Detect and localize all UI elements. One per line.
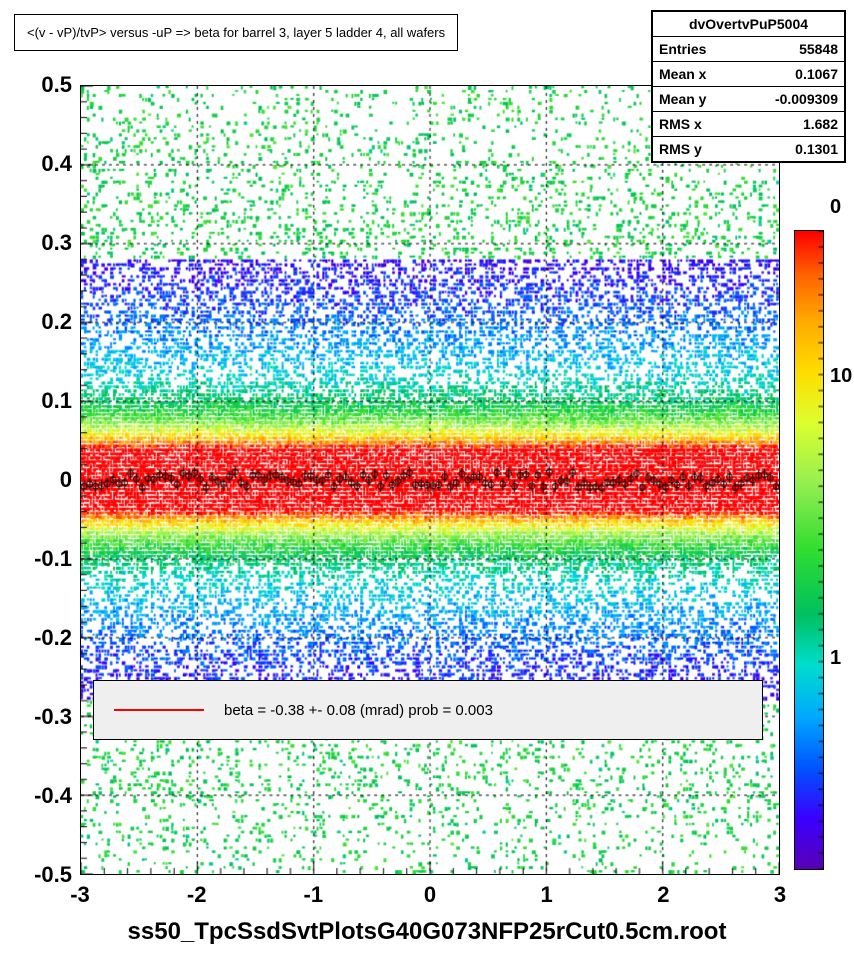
y-tick-label: -0.3: [12, 704, 72, 730]
colorbar-canvas: [795, 231, 823, 869]
y-tick-label: -0.2: [12, 625, 72, 651]
stats-row-meany: Mean y -0.009309: [653, 87, 844, 112]
stats-box: dvOvertvPuP5004 Entries 55848 Mean x 0.1…: [651, 10, 846, 163]
y-tick-label: 0.5: [12, 72, 72, 98]
x-tick-label: 2: [643, 882, 683, 908]
meany-label: Mean y: [659, 91, 706, 107]
stats-name: dvOvertvPuP5004: [653, 12, 844, 37]
plot-title: <(v - vP)/tvP> versus -uP => beta for ba…: [27, 25, 445, 40]
rmsy-value: 0.1301: [795, 141, 838, 157]
colorbar: [794, 230, 824, 870]
plot-title-box: <(v - vP)/tvP> versus -uP => beta for ba…: [14, 14, 458, 51]
rmsy-label: RMS y: [659, 141, 702, 157]
fit-text: beta = -0.38 +- 0.08 (mrad) prob = 0.003: [224, 702, 493, 719]
meanx-value: 0.1067: [795, 66, 838, 82]
plot-area: [80, 85, 780, 875]
rmsx-value: 1.682: [803, 116, 838, 132]
colorbar-tick-label: 1: [830, 647, 841, 670]
entries-label: Entries: [659, 41, 706, 57]
x-tick-label: -2: [177, 882, 217, 908]
heatmap-canvas: [81, 86, 779, 874]
x-tick-label: -1: [293, 882, 333, 908]
fit-legend-box: beta = -0.38 +- 0.08 (mrad) prob = 0.003: [93, 680, 763, 740]
stats-row-meanx: Mean x 0.1067: [653, 62, 844, 87]
entries-value: 55848: [799, 41, 838, 57]
y-tick-label: 0.2: [12, 309, 72, 335]
x-tick-label: 1: [527, 882, 567, 908]
x-tick-label: 3: [760, 882, 800, 908]
file-title: ss50_TpcSsdSvtPlotsG40G073NFP25rCut0.5cm…: [0, 918, 854, 946]
meanx-label: Mean x: [659, 66, 706, 82]
colorbar-tick-label: 0: [830, 196, 841, 219]
meany-value: -0.009309: [775, 91, 838, 107]
x-tick-label: 0: [410, 882, 450, 908]
y-tick-label: 0.1: [12, 388, 72, 414]
y-tick-label: 0.3: [12, 230, 72, 256]
y-tick-label: -0.4: [12, 783, 72, 809]
y-tick-label: 0: [12, 467, 72, 493]
stats-row-rmsx: RMS x 1.682: [653, 112, 844, 137]
y-tick-label: -0.1: [12, 546, 72, 572]
rmsx-label: RMS x: [659, 116, 702, 132]
x-tick-label: -3: [60, 882, 100, 908]
stats-row-entries: Entries 55848: [653, 37, 844, 62]
fit-line-sample: [114, 709, 204, 711]
stats-row-rmsy: RMS y 0.1301: [653, 137, 844, 161]
colorbar-tick-label: 10: [830, 365, 852, 388]
y-tick-label: 0.4: [12, 151, 72, 177]
